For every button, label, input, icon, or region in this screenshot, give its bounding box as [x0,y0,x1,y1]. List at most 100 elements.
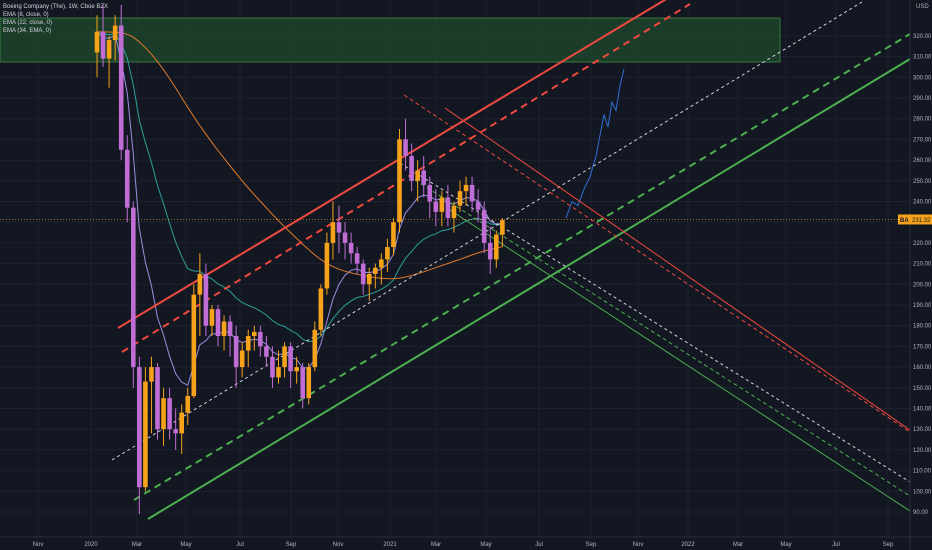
y-tick-label: 220.00 [913,241,932,247]
candle-body [131,207,136,368]
price-unit-label: USD [916,4,929,10]
candle-body [500,220,505,235]
candle-body [469,184,475,202]
y-tick-label: 280.00 [913,117,932,123]
candle-body [373,267,378,274]
down-red-dashed-line [403,94,911,433]
candle-body [463,184,469,192]
x-tick-label: Mar [132,542,142,548]
ema-22-line [96,31,503,343]
candle-body [294,367,299,372]
y-tick-label: 250.00 [913,179,932,185]
candle-body [336,222,342,233]
candle-body [203,273,209,326]
candle-body [391,222,396,248]
candle-body [415,170,420,181]
candle-body [427,184,433,202]
y-tick-label: 100.00 [913,489,932,495]
x-tick-label: May [780,542,791,548]
candle-body [360,263,366,285]
ema-34-line [96,31,503,280]
candle-body [433,201,439,212]
candle-body [270,356,275,378]
candle-body [161,398,166,430]
channel-upper-line [117,0,667,329]
candle-body [300,367,305,399]
candle-body [258,331,263,347]
candle-body [451,205,457,219]
candle-body [209,309,215,326]
candle-body [137,367,142,488]
candle-body [227,321,233,337]
candle-body [167,398,172,430]
candle-body [155,367,160,430]
candle-body [276,367,281,378]
candle-body [366,273,372,285]
x-tick-label: Nov [633,542,644,548]
last-price-value: 231.32 [912,218,931,224]
candle-body [100,31,106,59]
legend-ema-8[interactable]: EMA (8, close, 0) [3,12,49,18]
x-tick-label: 2022 [681,542,695,548]
x-tick-label: Sep [883,542,894,548]
x-tick-label: 2021 [383,542,397,548]
y-tick-label: 170.00 [913,344,932,350]
candle-body [397,139,402,223]
y-tick-label: 190.00 [913,303,932,309]
x-tick-label: Jul [832,542,840,548]
candle-body [457,191,463,206]
candle-body [342,232,348,243]
candle-body [439,197,445,212]
legend-ema-22[interactable]: EMA (22, close, 0) [3,20,53,26]
candle-body [348,242,354,254]
candle-body [312,329,318,368]
candle-body [221,321,227,337]
candle-body [112,25,118,41]
candle-body [282,346,287,368]
candle-body [252,331,257,337]
candle-body [106,40,112,59]
y-tick-label: 120.00 [913,448,932,454]
resistance-zone [0,17,781,63]
candle-body [318,288,324,330]
candle-body [215,309,221,337]
candle-body [354,253,360,264]
y-tick-label: 210.00 [913,262,932,268]
y-tick-label: 320.00 [913,34,932,40]
candle-body [233,336,239,368]
channel-lower-line [147,58,911,520]
forecast-path [565,68,625,219]
x-tick-label: Mar [733,542,743,548]
candle-body [403,139,408,156]
channel-mid-line [111,1,863,461]
candle-body [306,367,312,399]
candle-body [379,259,384,268]
ema-lines [96,31,503,386]
candle-body [288,346,293,372]
candle-body [185,396,191,413]
candle-body [494,234,499,260]
y-tick-label: 140.00 [913,407,932,413]
legend-ema-34[interactable]: EMA (34, EMA, 0) [3,28,52,34]
trend-lines [0,0,911,520]
candles [94,4,505,515]
y-tick-label: 160.00 [913,365,932,371]
ema-8-line [96,31,503,386]
candle-body [197,273,203,295]
last-price-symbol: BA [900,218,909,224]
down-mid-line [399,162,911,483]
indicator-legend: Boeing Company (The), 1W, Cboe BZX EMA (… [3,3,108,35]
y-tick-label: 290.00 [913,96,932,102]
candle-body [481,209,487,243]
candle-body [118,25,124,150]
candle-body [330,222,336,243]
down-green-line [446,207,911,512]
y-tick-label: 310.00 [913,55,932,61]
down-red-line [444,107,911,431]
y-tick-label: 130.00 [913,427,932,433]
x-tick-label: Jul [535,542,543,548]
candle-body [179,412,184,434]
last-price-badge [898,214,932,225]
